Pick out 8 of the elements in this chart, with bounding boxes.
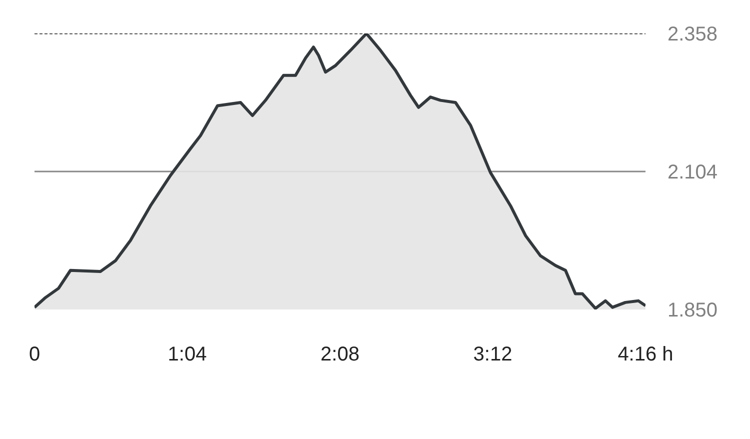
y-tick-label: 1.850 — [668, 300, 718, 322]
x-tick-label: 4:16 h — [618, 344, 674, 366]
x-tick-label: 1:04 — [168, 344, 207, 366]
x-tick-label: 0 — [28, 344, 40, 366]
x-tick-label: 2:08 — [320, 344, 360, 366]
x-tick-label: 3:12 — [473, 344, 512, 366]
y-tick-label: 2.358 — [668, 24, 718, 46]
y-tick-label: 2.104 — [668, 162, 718, 184]
